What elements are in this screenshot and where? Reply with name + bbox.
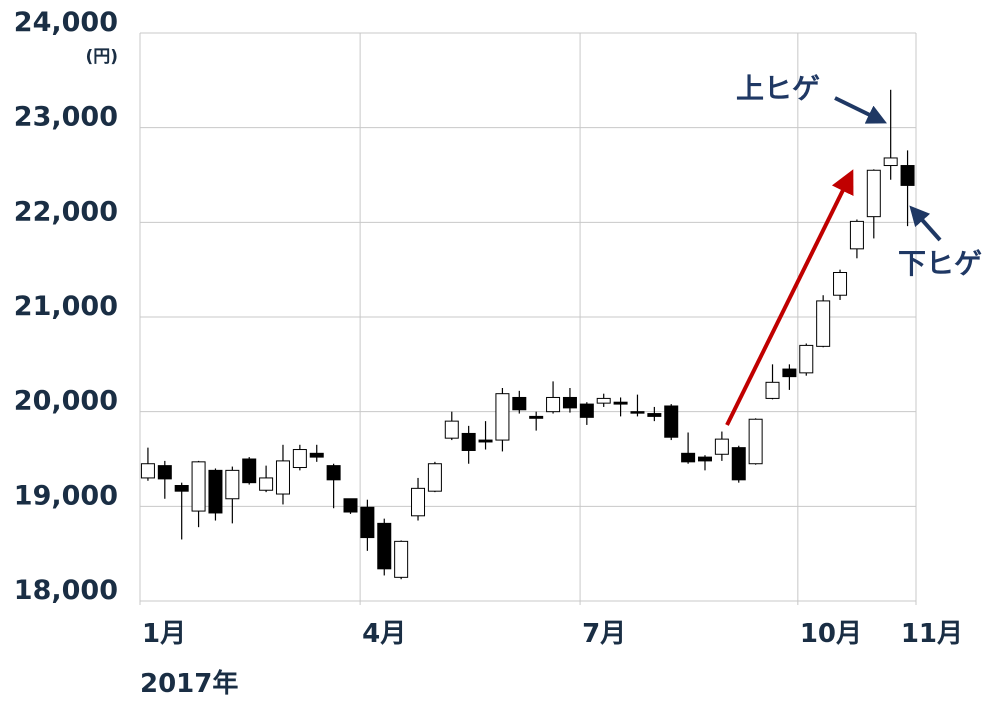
trend-arrow bbox=[725, 169, 854, 426]
lower-wick-arrow bbox=[909, 205, 942, 242]
candle-body bbox=[799, 344, 814, 374]
y-tick-label: 24,000 bbox=[14, 7, 118, 38]
y-tick-label: 19,000 bbox=[14, 480, 118, 511]
candle-body bbox=[681, 452, 696, 463]
candle-body bbox=[157, 465, 172, 480]
candle-body bbox=[377, 522, 392, 570]
candle-body bbox=[697, 456, 712, 462]
candle-body bbox=[529, 415, 544, 419]
candle-body bbox=[630, 411, 645, 414]
year-label: 2017年 bbox=[140, 668, 238, 699]
candle-body bbox=[411, 487, 426, 517]
candle-body bbox=[343, 498, 358, 513]
candle-body bbox=[833, 272, 848, 296]
candle-body bbox=[596, 397, 611, 404]
candle-body bbox=[225, 469, 240, 500]
x-tick-label: 1月 bbox=[142, 619, 186, 649]
annotation: 上ヒゲ bbox=[736, 72, 820, 105]
candle-body bbox=[546, 396, 561, 413]
candle-body bbox=[866, 169, 881, 218]
candle-body bbox=[900, 165, 915, 186]
candle-body bbox=[259, 477, 274, 491]
y-tick-label: 18,000 bbox=[14, 575, 118, 606]
candle-body bbox=[816, 300, 831, 347]
candle-body bbox=[883, 157, 898, 167]
candle-body bbox=[495, 393, 510, 441]
candle-body bbox=[140, 463, 155, 479]
candle-body bbox=[748, 418, 763, 465]
x-tick-label: 4月 bbox=[362, 619, 406, 649]
candle-body bbox=[444, 420, 459, 439]
candle-body bbox=[731, 447, 746, 481]
y-tick-label: 21,000 bbox=[14, 291, 118, 322]
candle-body bbox=[309, 452, 324, 458]
candle-body bbox=[647, 413, 662, 417]
candle-body bbox=[849, 220, 864, 250]
upper-wick-arrow bbox=[834, 96, 887, 124]
candle-body bbox=[326, 465, 341, 481]
candle-body bbox=[427, 463, 442, 492]
candle-body bbox=[360, 506, 375, 539]
candle-body bbox=[478, 439, 493, 443]
y-unit: (円) bbox=[85, 47, 118, 67]
x-tick-label: 10月 bbox=[800, 619, 862, 649]
candle-body bbox=[512, 396, 527, 411]
candle-body bbox=[765, 381, 780, 399]
candle-body bbox=[394, 540, 409, 578]
x-tick-label: 7月 bbox=[582, 619, 626, 649]
x-tick-label: 11月 bbox=[901, 619, 963, 649]
candle-body bbox=[174, 485, 189, 492]
y-tick-label: 20,000 bbox=[14, 386, 118, 417]
candle-body bbox=[664, 405, 679, 438]
candle-body bbox=[292, 449, 307, 469]
candle-body bbox=[242, 458, 257, 484]
candle-body bbox=[191, 461, 206, 512]
candle-body bbox=[714, 438, 729, 455]
candle-body bbox=[275, 460, 290, 495]
y-tick-label: 22,000 bbox=[14, 196, 118, 227]
candle-body bbox=[208, 469, 223, 514]
annotation: 下ヒゲ bbox=[898, 247, 982, 280]
candle-body bbox=[579, 403, 594, 418]
candle-body bbox=[562, 396, 577, 409]
candle-body bbox=[782, 368, 797, 378]
y-tick-label: 23,000 bbox=[14, 102, 118, 133]
candle-body bbox=[613, 401, 628, 405]
candle-body bbox=[461, 432, 476, 451]
